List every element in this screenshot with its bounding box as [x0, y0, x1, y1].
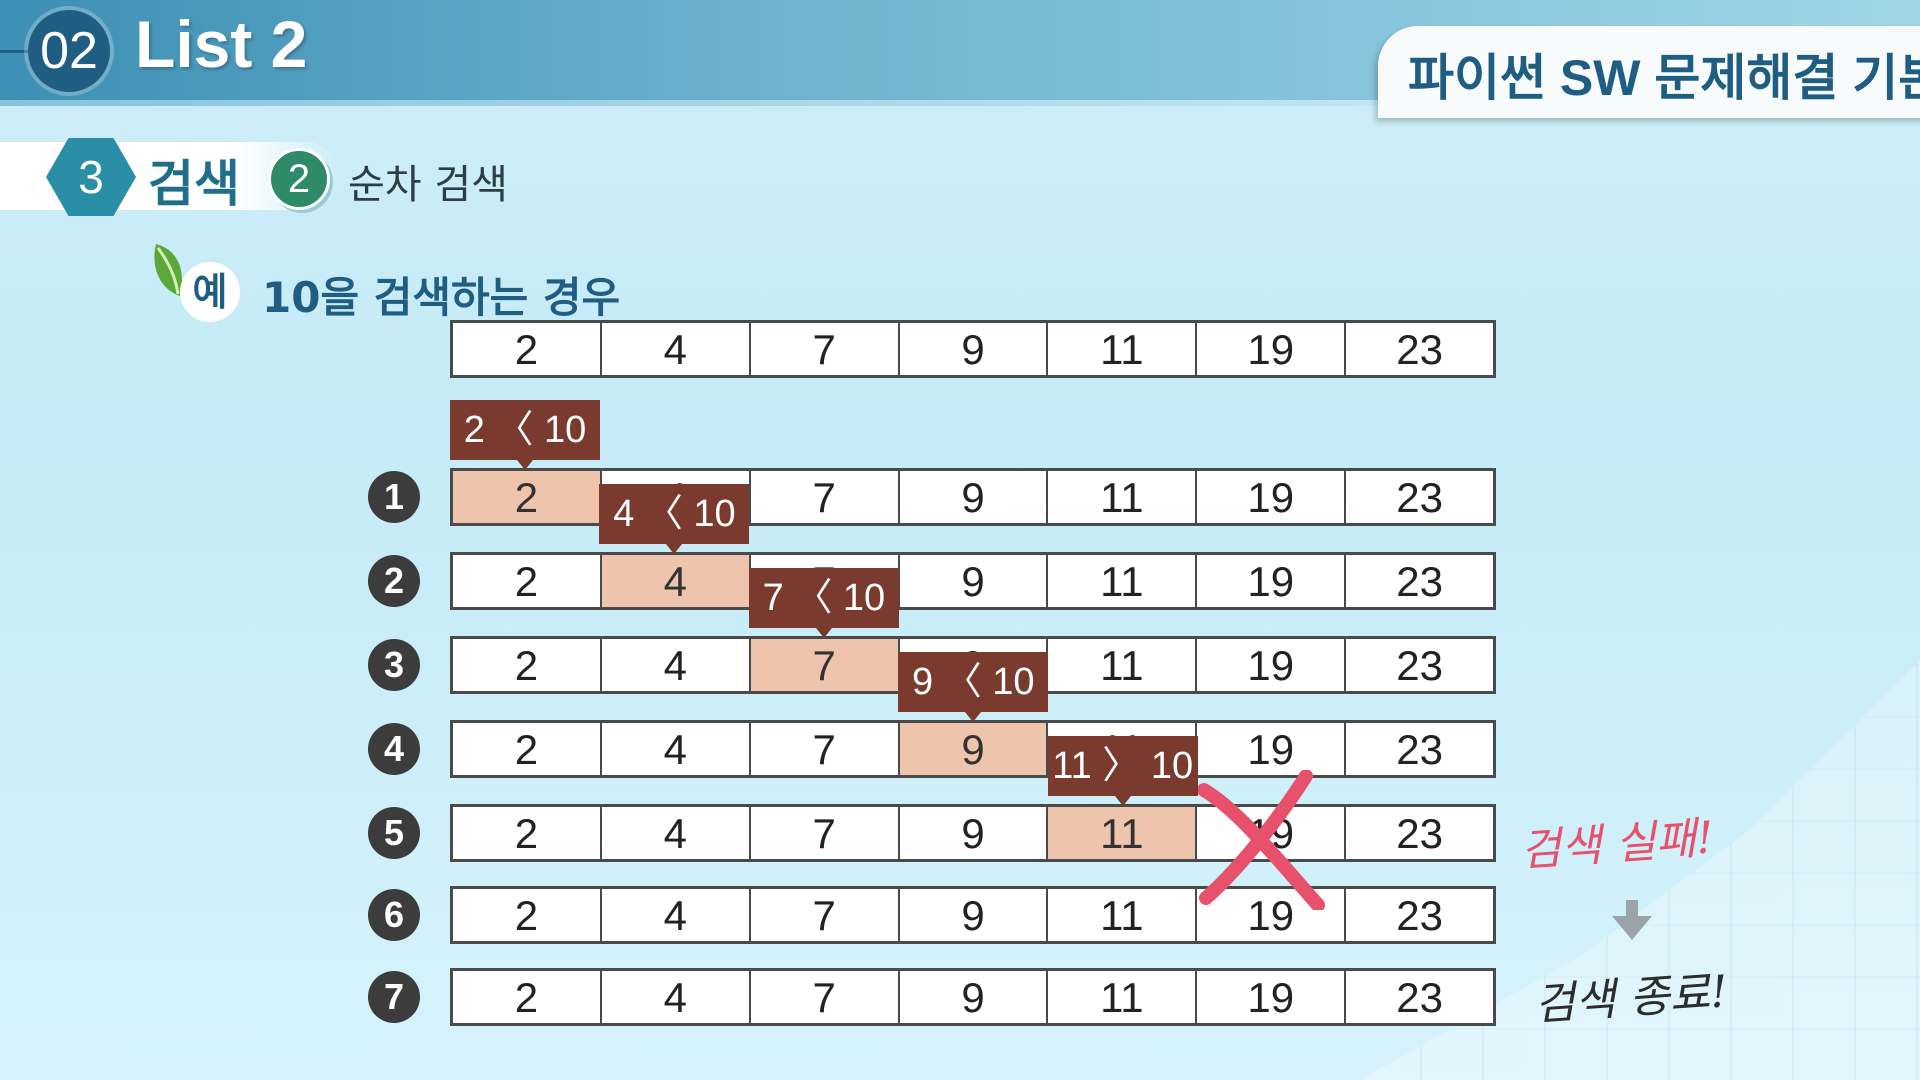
step-cell: 19 — [1197, 555, 1347, 607]
search-fail-text: 검색 실패! — [1518, 812, 1716, 877]
step-cell: 4 — [602, 639, 751, 691]
comparison-callout: 9 〈 10 — [898, 652, 1049, 722]
step-cell: 11 — [1048, 555, 1198, 607]
array-cell: 11 — [1048, 323, 1198, 375]
leaf-icon — [154, 244, 182, 296]
step-cell: 23 — [1396, 558, 1443, 605]
array-cell: 19 — [1197, 323, 1347, 375]
course-title: 파이썬 SW 문제해결 기본 — [1408, 50, 1920, 106]
step-cell: 9 — [900, 971, 1049, 1023]
step-cell: 19 — [1197, 889, 1347, 941]
step-cell: 2 — [453, 889, 602, 941]
step-cell: 23 — [1396, 474, 1443, 521]
header-left-line — [0, 50, 30, 53]
step-cell: 2 — [453, 471, 602, 523]
array-cell: 9 — [900, 323, 1049, 375]
comparison-callout: 4 〈 10 — [599, 484, 750, 554]
step-number-badge: 4 — [368, 723, 420, 775]
course-tab — [1378, 26, 1920, 118]
array-row: 2 4 7 9 11 19 23 — [450, 320, 1496, 378]
step-cell: 19 — [1197, 723, 1347, 775]
step-cell: 23 — [1396, 726, 1443, 773]
step-cell: 2 — [453, 555, 602, 607]
step-cell: 2 — [453, 723, 602, 775]
step-cell: 19 — [1197, 639, 1347, 691]
step-cell: 7 — [751, 723, 900, 775]
step-cell: 2 — [453, 971, 602, 1023]
step-cell: 23 — [1396, 810, 1443, 857]
header-underline — [0, 100, 1920, 106]
step-cell: 11 — [1048, 807, 1198, 859]
step-cell: 23 — [1396, 642, 1443, 689]
step-cell: 23 — [1396, 974, 1443, 1021]
example-badge: 예 — [180, 262, 240, 322]
example-text: 10을 검색하는 경우 — [262, 273, 621, 322]
step-number-badge: 6 — [368, 889, 420, 941]
comparison-callout: 2 〈 10 — [450, 400, 600, 470]
search-end-text: 검색 종료! — [1532, 966, 1730, 1031]
step-cell: 4 — [602, 723, 751, 775]
step-cell: 9 — [899, 723, 1049, 775]
step-cell: 7 — [750, 639, 900, 691]
step-cell: 2 — [453, 639, 602, 691]
array-cell: 7 — [751, 323, 900, 375]
chapter-title: List 2 — [135, 7, 308, 81]
step-number-badge: 5 — [368, 807, 420, 859]
cross-mark-icon — [1198, 770, 1325, 910]
array-cell: 4 — [602, 323, 751, 375]
chapter-number-badge: 02 — [28, 10, 110, 92]
section-label: 검색 — [148, 155, 240, 213]
step-cell: 9 — [900, 807, 1049, 859]
step-cell: 9 — [900, 555, 1049, 607]
step-cell: 11 — [1048, 971, 1198, 1023]
step-number-badge: 2 — [368, 555, 420, 607]
step-cell: 4 — [601, 555, 751, 607]
step-cell: 4 — [602, 971, 751, 1023]
step-cell: 19 — [1197, 471, 1347, 523]
step-cell: 4 — [602, 889, 751, 941]
comparison-callout: 7 〈 10 — [748, 568, 899, 638]
step-cell: 9 — [900, 471, 1049, 523]
array-cell: 2 — [453, 323, 602, 375]
step-cell: 4 — [602, 807, 751, 859]
step-cell: 2 — [453, 807, 602, 859]
step-cell: 7 — [751, 807, 900, 859]
step-number-badge: 7 — [368, 971, 420, 1023]
step-cell: 11 — [1048, 639, 1198, 691]
step-number-badge: 3 — [368, 639, 420, 691]
step-cell: 9 — [900, 889, 1049, 941]
array-cell: 23 — [1396, 326, 1443, 373]
step-cell: 11 — [1048, 889, 1198, 941]
step-cell: 7 — [751, 471, 900, 523]
step-number-badge: 1 — [368, 471, 420, 523]
down-arrow-icon — [1612, 900, 1652, 940]
step-cell: 11 — [1048, 471, 1198, 523]
step-cell: 19 — [1197, 971, 1347, 1023]
section-number-badge: 3 — [46, 138, 136, 216]
subsection-number-badge: 2 — [268, 148, 330, 210]
step-cell: 7 — [751, 971, 900, 1023]
subsection-label: 순차 검색 — [348, 162, 508, 208]
step-cell: 7 — [751, 889, 900, 941]
step-cell: 23 — [1396, 892, 1443, 939]
comparison-callout: 11 〉 10 — [1047, 736, 1198, 806]
